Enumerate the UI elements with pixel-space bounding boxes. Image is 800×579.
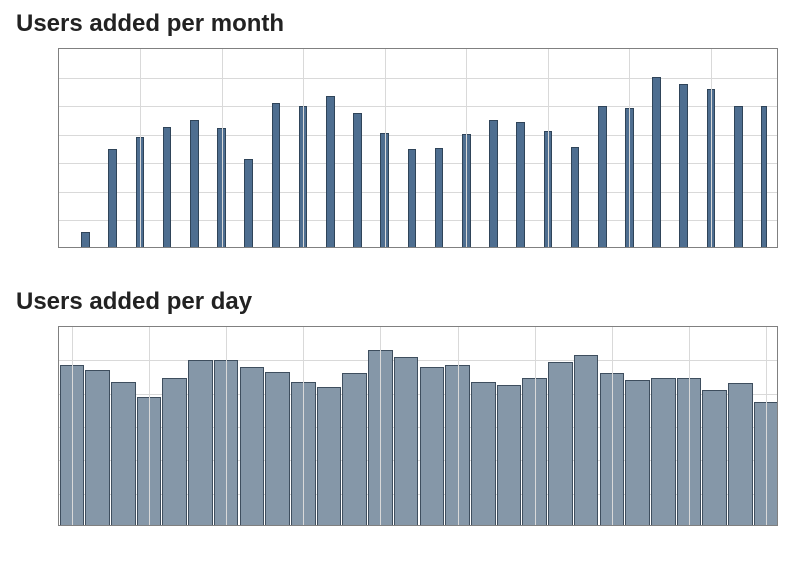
chart-day-bar <box>111 382 136 525</box>
chart-month-gridline-h <box>59 78 777 79</box>
chart-month-ytick-label: 0 K <box>58 244 59 249</box>
chart-month-xtick-label: Jan 2022 <box>609 247 650 248</box>
chart-day-gridline-v <box>535 327 536 525</box>
chart-month-ytick-label: 100 K <box>58 186 59 197</box>
chart-month-bar <box>163 127 172 247</box>
chart-day-gridline-v <box>72 327 73 525</box>
chart-month-ytick-label: 250 K <box>58 101 59 112</box>
chart-month-bar <box>353 113 362 247</box>
chart-month-bar <box>571 147 580 247</box>
chart-month-bar <box>761 106 767 247</box>
chart-month-gridline-v <box>222 49 223 247</box>
chart-month-gridline-v <box>711 49 712 247</box>
chart-month-bar <box>108 149 117 247</box>
chart-month-bar <box>272 103 281 247</box>
chart-day-xtick-label: Jun 22 <box>597 525 627 526</box>
chart-day-bar <box>651 378 676 525</box>
chart-month-bar <box>679 84 688 247</box>
chart-month-title: Users added per month <box>16 10 784 38</box>
chart-month-bar <box>516 122 525 247</box>
chart-day-ytick-label: 12 K <box>58 326 59 333</box>
chart-month-ytick-label: 50 K <box>58 215 59 226</box>
chart-day-bar <box>240 367 265 525</box>
chart-month-xtick-label: Apr 2022 <box>691 247 732 248</box>
chart-day-xtick-label: Jun 25 <box>674 525 704 526</box>
chart-day-xtick-label: Jun 01 <box>58 525 87 526</box>
chart-day-gridline-v <box>149 327 150 525</box>
chart-day-bar <box>265 372 290 525</box>
chart-day-bar <box>574 355 599 525</box>
chart-month-bar <box>435 148 444 247</box>
chart-month-bar <box>598 106 607 247</box>
chart-month-bar <box>408 149 417 247</box>
chart-day-gridline-v <box>458 327 459 525</box>
chart-month-bar <box>190 120 199 247</box>
chart-month-bar <box>244 159 253 247</box>
chart-day-xtick-label: Jun 13 <box>365 525 395 526</box>
chart-day-gridline-v <box>766 327 767 525</box>
chart-day-xtick-label: Jun 19 <box>520 525 550 526</box>
chart-day-bar <box>471 382 496 525</box>
chart-day-plot-area: 0 K2 K4 K6 K8 K10 K12 KJun 01Jun 04Jun 0… <box>58 326 778 526</box>
chart-day-xtick-label: Jun 28 <box>751 525 778 526</box>
chart-month-bar <box>734 106 743 247</box>
chart-month-ytick-label: 350 K <box>58 48 59 55</box>
chart-month-bar <box>81 232 90 247</box>
chart-day-gridline-v <box>303 327 304 525</box>
chart-month-gridline-v <box>140 49 141 247</box>
chart-day-gridline-v <box>612 327 613 525</box>
chart-day-bar <box>728 383 753 525</box>
chart-month-xtick-label: Jan 2021 <box>283 247 324 248</box>
chart-month-xtick-label: Jul 2020 <box>121 247 159 248</box>
chart-day-bar <box>317 387 342 525</box>
chart-day-gridline-v <box>380 327 381 525</box>
chart-day-bar <box>394 357 419 525</box>
chart-month-bar <box>326 96 335 247</box>
chart-month-frame: 0 K 50 K 100 K 150 K 200 K 250 K 300 K 350 K Jul… <box>16 44 778 274</box>
chart-day-bar <box>420 367 445 525</box>
chart-month-ytick-label: 150 K <box>58 158 59 169</box>
chart-day-bar <box>342 373 367 525</box>
chart-month-xtick-label: Jul 2021 <box>447 247 485 248</box>
chart-month-plot-area: 0 K 50 K 100 K 150 K 200 K 250 K 300 K 350 K Jul… <box>58 48 778 248</box>
chart-day-bar <box>162 378 187 525</box>
chart-month-ytick-label: 200 K <box>58 129 59 140</box>
chart-day-bar <box>625 380 650 525</box>
chart-day-frame: 0 K2 K4 K6 K8 K10 K12 KJun 01Jun 04Jun 0… <box>16 322 778 552</box>
chart-month-xtick-label: Oct 2020 <box>201 247 242 248</box>
chart-month-gridline-v <box>303 49 304 247</box>
chart-month-bar <box>652 77 661 247</box>
chart-month-gridline-v <box>466 49 467 247</box>
chart-day-xtick-label: Jun 16 <box>443 525 473 526</box>
chart-day-bar <box>548 362 573 525</box>
chart-month-xtick-label: Apr 2021 <box>364 247 405 248</box>
chart-day-gridline-v <box>689 327 690 525</box>
chart-month-gridline-h <box>59 106 777 107</box>
chart-month-bar <box>489 120 498 247</box>
chart-day-xtick-label: Jun 07 <box>211 525 241 526</box>
chart-day-bar <box>188 360 213 525</box>
chart-day-title: Users added per day <box>16 288 784 316</box>
chart-month-gridline-v <box>548 49 549 247</box>
page: Users added per month 0 K 50 K 100 K 150 K 2… <box>0 0 800 564</box>
chart-day-bar <box>85 370 110 525</box>
chart-month-gridline-v <box>385 49 386 247</box>
chart-month-gridline-v <box>629 49 630 247</box>
chart-month-xtick-label: Oct 2021 <box>528 247 569 248</box>
chart-day-bar <box>497 385 522 525</box>
chart-day-xtick-label: Jun 10 <box>288 525 318 526</box>
chart-day-gridline-v <box>226 327 227 525</box>
chart-month-ytick-label: 300 K <box>58 72 59 83</box>
chart-day-bar <box>702 390 727 525</box>
chart-day-xtick-label: Jun 04 <box>134 525 164 526</box>
